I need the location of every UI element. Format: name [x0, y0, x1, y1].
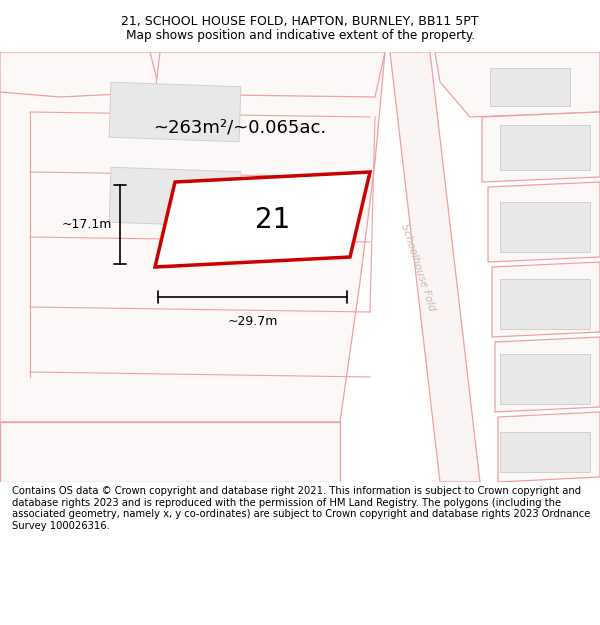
Bar — [500, 354, 590, 404]
Text: Map shows position and indicative extent of the property.: Map shows position and indicative extent… — [125, 29, 475, 42]
Polygon shape — [155, 52, 385, 97]
Bar — [500, 279, 590, 329]
Polygon shape — [0, 52, 385, 422]
Text: ~263m²/~0.065ac.: ~263m²/~0.065ac. — [154, 118, 326, 136]
Bar — [500, 124, 590, 169]
Text: Contains OS data © Crown copyright and database right 2021. This information is : Contains OS data © Crown copyright and d… — [12, 486, 590, 531]
Bar — [490, 68, 570, 106]
Text: 21: 21 — [255, 206, 290, 234]
Polygon shape — [492, 262, 600, 337]
Bar — [500, 202, 590, 252]
Bar — [109, 82, 241, 142]
Polygon shape — [435, 52, 600, 117]
Polygon shape — [390, 52, 480, 482]
Polygon shape — [0, 422, 340, 482]
Text: Schoolhouse Fold: Schoolhouse Fold — [399, 222, 437, 312]
Polygon shape — [488, 182, 600, 262]
Text: ~29.7m: ~29.7m — [227, 315, 278, 328]
Polygon shape — [482, 112, 600, 182]
Polygon shape — [155, 172, 370, 267]
Polygon shape — [498, 412, 600, 482]
Polygon shape — [0, 52, 160, 97]
Polygon shape — [495, 337, 600, 412]
Bar — [109, 168, 241, 227]
Bar — [500, 432, 590, 472]
Text: 21, SCHOOL HOUSE FOLD, HAPTON, BURNLEY, BB11 5PT: 21, SCHOOL HOUSE FOLD, HAPTON, BURNLEY, … — [121, 14, 479, 28]
Text: ~17.1m: ~17.1m — [62, 218, 112, 231]
